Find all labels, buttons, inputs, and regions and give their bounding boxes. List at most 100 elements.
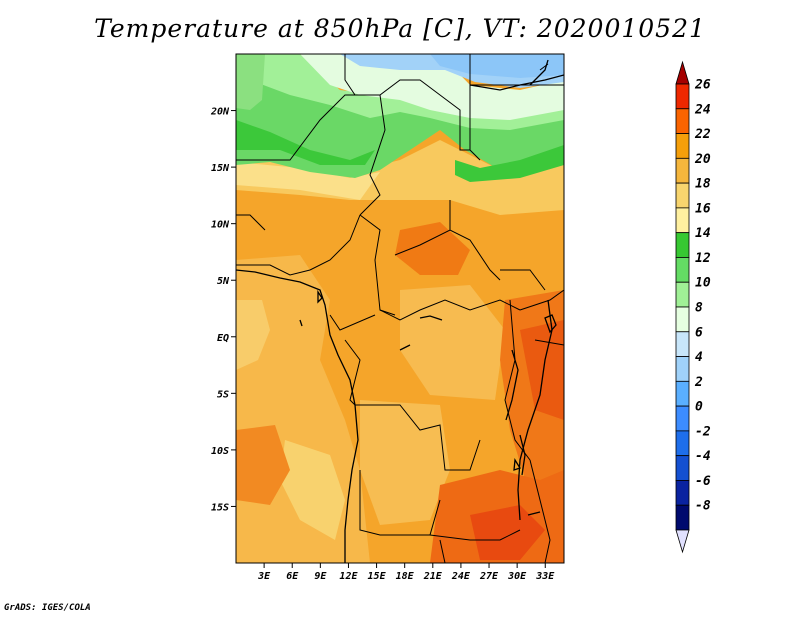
colorbar-box — [675, 232, 690, 258]
field-sahel-12a — [236, 120, 375, 165]
longitude-axis: 3E 6E 9E 12E 15E 18E 21E 24E 27E 30E 33E — [257, 563, 555, 582]
field-south-24 — [470, 505, 545, 560]
border-botswana — [439, 539, 446, 563]
field-angola-18 — [360, 400, 450, 525]
colorbar-level-label: 14 — [695, 226, 711, 241]
border-drc-north — [379, 299, 521, 321]
field-north-2 — [430, 54, 564, 78]
field-coast-22 — [236, 425, 290, 505]
country-borders — [236, 54, 564, 563]
lon-tick-label: 12E — [339, 571, 358, 582]
field-lakes-24 — [520, 320, 564, 420]
coastlines — [236, 59, 564, 563]
colorbar-box — [675, 207, 690, 234]
border-angola-drc — [355, 404, 481, 471]
colorbar-box — [675, 480, 690, 506]
lon-tick-label: 24E — [451, 571, 471, 582]
colorbar-level-label: 10 — [695, 276, 711, 291]
lake-victoria — [544, 314, 557, 334]
colorbar-min-triangle — [675, 529, 690, 554]
border-mozambique — [529, 459, 551, 563]
coast-red-sea — [529, 59, 549, 86]
lat-tick-label: 15N — [211, 163, 230, 174]
colorbar-level-label: 2 — [694, 375, 703, 390]
colorbar-level-label: 12 — [695, 251, 711, 266]
border-east-lakes — [504, 299, 531, 461]
lon-tick-label: 9E — [314, 571, 327, 582]
field-nw-10 — [236, 54, 265, 110]
lon-tick-label: 21E — [423, 571, 443, 582]
colorbar-box — [675, 455, 690, 481]
colorbar-box — [675, 157, 690, 184]
border-south-sudan — [500, 269, 546, 291]
lake-kariba — [513, 458, 521, 471]
coast-lake-tanganyika — [505, 349, 519, 421]
colorbar-box — [675, 257, 690, 283]
colorbar-level-label: 26 — [694, 78, 711, 93]
lon-tick-label: 15E — [368, 571, 387, 582]
colorbar-level-label: 20 — [694, 152, 711, 167]
lon-tick-label: 18E — [396, 571, 415, 582]
lat-tick-label: 10S — [211, 446, 229, 457]
colorbar-box — [675, 281, 690, 308]
colorbar-box — [675, 83, 690, 110]
coast-atlantic — [236, 269, 359, 563]
field-car-22 — [395, 222, 470, 275]
border-niger-chad — [359, 94, 386, 216]
lat-tick-label: 15S — [211, 502, 229, 513]
lon-tick-label: 27E — [479, 571, 499, 582]
border-west-africa — [236, 214, 266, 231]
field-sahel-12b — [455, 145, 564, 182]
field-angola-16 — [280, 440, 345, 540]
lon-tick-label: 33E — [535, 571, 555, 582]
colorbar-level-label: 24 — [694, 102, 711, 117]
border-cameroon-car — [359, 214, 396, 316]
colorbar-box — [675, 430, 690, 457]
lat-tick-label: 5N — [217, 276, 230, 287]
latitude-axis: 20N 15N 10N 5N EQ 5S 10S 15S — [210, 107, 236, 513]
lon-tick-label: 6E — [286, 571, 299, 582]
colorbar-level-label: 22 — [694, 127, 711, 142]
lon-tick-label: 3E — [257, 571, 271, 582]
border-angola-south — [359, 470, 441, 536]
colorbar-level-label: -8 — [695, 499, 711, 514]
colorbar-box — [675, 504, 690, 531]
lat-tick-label: EQ — [217, 333, 229, 344]
colorbar-box — [675, 405, 690, 432]
border-congo — [344, 339, 361, 406]
colorbar-level-label: -2 — [695, 424, 711, 439]
colorbar-level-label: 6 — [695, 325, 703, 340]
colorbar-max-triangle — [675, 60, 690, 85]
colorbar-box — [675, 380, 690, 407]
colorbar-level-label: -6 — [695, 474, 711, 489]
coast-east-lakes — [517, 299, 553, 521]
border-algeria-niger — [344, 54, 356, 96]
colorbar-box — [675, 182, 690, 209]
plot-frame — [235, 53, 565, 564]
island-bioko — [317, 289, 323, 304]
border-uganda-kenya — [519, 289, 564, 311]
field-north-16 — [236, 162, 380, 200]
coast-lake-malawi — [519, 434, 526, 476]
lat-tick-label: 5S — [217, 389, 229, 400]
colorbar-level-label: 0 — [695, 400, 703, 415]
lake-cahora — [527, 511, 541, 516]
lat-tick-label: 10N — [211, 220, 230, 231]
border-car-sudan — [394, 229, 501, 281]
colorbar-level-label: 18 — [695, 177, 711, 192]
border-libya-egypt — [469, 54, 481, 161]
lon-tick-label: 30E — [507, 571, 527, 582]
map-title: Temperature at 850hPa [C], VT: 202001052… — [94, 14, 706, 43]
field-sahel-10 — [236, 54, 564, 178]
colorbar-level-label: 16 — [695, 201, 711, 216]
field-gulf-16 — [236, 300, 270, 370]
grads-credit: GrADS: IGES/COLA — [4, 603, 91, 613]
lake-tumba — [399, 344, 411, 351]
border-zambia-zim — [429, 529, 521, 541]
field-north-18 — [236, 140, 564, 215]
colorbar-level-label: 4 — [695, 350, 703, 365]
field-north-6 — [300, 54, 564, 120]
